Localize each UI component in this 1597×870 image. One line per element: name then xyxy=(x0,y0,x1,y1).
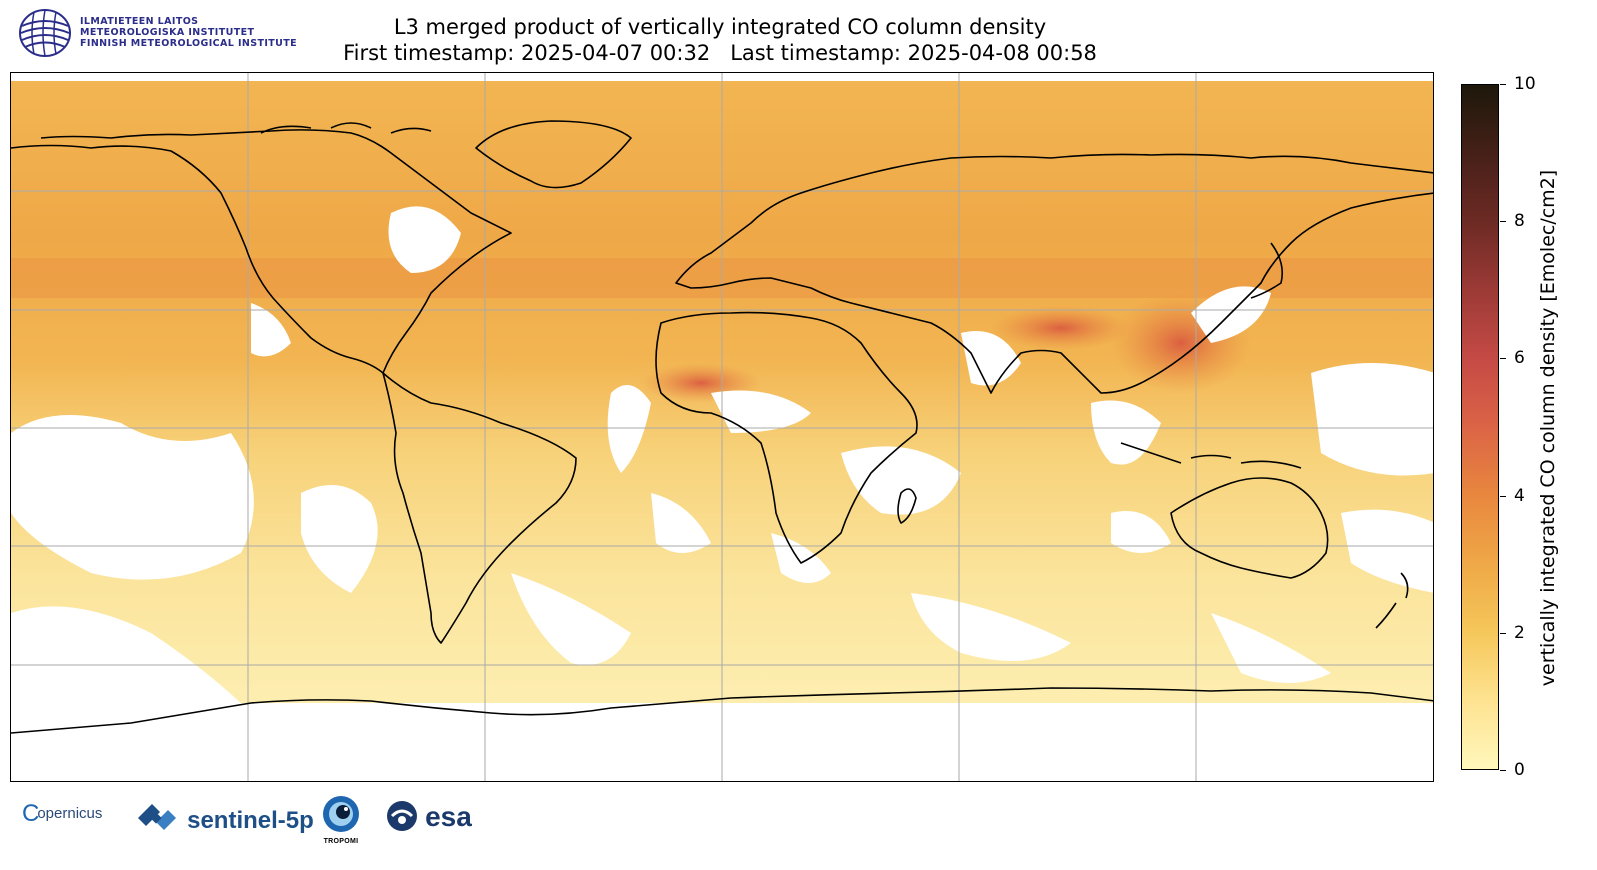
gridlines xyxy=(11,73,1433,781)
esa-emblem-icon xyxy=(387,801,417,831)
fmi-emblem-icon xyxy=(19,9,71,57)
colorbar-tick-8: 8 xyxy=(1500,213,1525,230)
title-line-1: L3 merged product of vertically integrat… xyxy=(393,15,1047,39)
fmi-logo-line-3: FINNISH METEOROLOGICAL INSTITUTE xyxy=(80,38,298,49)
sentinel-5p-logo: sentinel-5p xyxy=(134,798,314,840)
colorbar-tick-10: 10 xyxy=(1500,76,1536,93)
colorbar xyxy=(1461,84,1499,770)
esa-logo: esa xyxy=(386,800,472,836)
map-title: L3 merged product of vertically integrat… xyxy=(240,14,1200,66)
colorbar-tick-2: 2 xyxy=(1500,625,1525,642)
copernicus-logo: Copernicus xyxy=(22,800,103,827)
colorbar-tick-0: 0 xyxy=(1500,762,1525,779)
esa-logo-text: esa xyxy=(425,801,472,832)
colorbar-label-text: vertically integrated CO column density … xyxy=(1537,169,1559,687)
title-line-2: First timestamp: 2025-04-07 00:32 Last t… xyxy=(343,41,1097,65)
hotspot-south-asia xyxy=(991,306,1131,350)
fmi-logo: ILMATIETEEN LAITOS METEOROLOGISKA INSTIT… xyxy=(18,8,308,60)
tropomi-logo-text: TROPOMI xyxy=(323,838,359,845)
fmi-logo-line-2: METEOROLOGISKA INSTITUTET xyxy=(80,27,255,38)
colorbar-tick-4: 4 xyxy=(1500,488,1525,505)
colorbar-tick-6: 6 xyxy=(1500,350,1525,367)
sentinel-logo-text: sentinel-5p xyxy=(187,807,314,834)
tropomi-eye-icon xyxy=(323,796,359,832)
copernicus-logo-text: opernicus xyxy=(37,805,103,822)
fmi-logo-line-1: ILMATIETEEN LAITOS xyxy=(80,16,199,27)
partner-logos: Copernicus sentinel-5p TROPOMI esa xyxy=(20,792,500,852)
coastlines xyxy=(11,120,1433,734)
world-map xyxy=(10,72,1434,782)
co-density-map xyxy=(11,73,1433,781)
tropomi-logo: TROPOMI xyxy=(316,794,366,845)
satellite-icon xyxy=(138,804,176,830)
